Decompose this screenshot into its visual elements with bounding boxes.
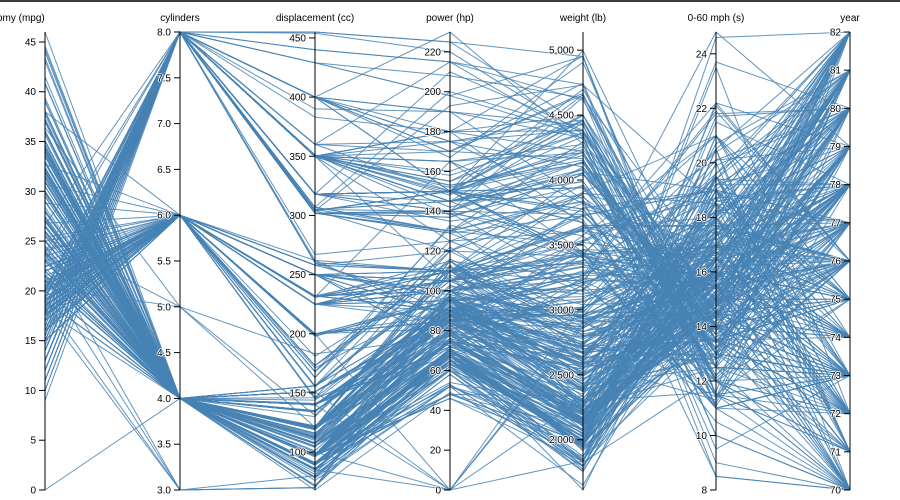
tick-label-year: 73 [830,371,842,382]
tick-label-acceleration: 10 [696,431,708,442]
tick-label-economy: 0 [30,486,36,497]
tick-label-economy: 40 [25,87,37,98]
tick-label-power: 80 [430,326,442,337]
axis-title-weight[interactable]: weight (lb) [559,13,606,24]
tick-label-power: 220 [424,47,441,58]
axis-title-displacement[interactable]: displacement (cc) [276,13,354,24]
tick-label-economy: 25 [25,237,37,248]
tick-label-year: 81 [830,66,842,77]
tick-label-year: 72 [830,409,842,420]
tick-label-displacement: 200 [289,329,306,340]
tick-label-economy: 15 [25,336,37,347]
axes-group: 0 5 10 15 20 25 30 35 40 45 economy (mpg) 3.0 3.5 4.0… [0,13,860,497]
tick-label-year: 80 [830,104,842,115]
tick-label-power: 180 [424,127,441,138]
tick-label-displacement: 250 [289,270,306,281]
tick-label-cylinders: 5.5 [157,257,171,268]
tick-label-economy: 5 [30,436,36,447]
tick-label-cylinders: 3.0 [157,486,171,497]
tick-label-economy: 20 [25,286,37,297]
tick-label-cylinders: 6.5 [157,165,171,176]
tick-label-power: 160 [424,167,441,178]
tick-label-acceleration: 24 [696,49,708,60]
axis-cylinders: 3.0 3.5 4.0 4.5 5.0 5.5 6.0 6.5 7.0 7.5 8.0 cylinde… [157,13,200,497]
axis-title-power[interactable]: power (hp) [426,13,474,24]
tick-label-weight: 5,000 [549,46,574,57]
axis-weight: 2,000 2,500 3,000 3,500 4,000 4,500 5,000 weigh… [549,13,606,490]
tick-label-displacement: 350 [289,152,306,163]
tick-label-acceleration: 20 [696,158,708,169]
tick-label-cylinders: 4.0 [157,394,171,405]
tick-label-displacement: 300 [289,211,306,222]
tick-label-cylinders: 3.5 [157,440,171,451]
tick-label-year: 76 [830,257,842,268]
tick-label-economy: 35 [25,137,37,148]
axis-acceleration: 8 10 12 14 16 18 20 22 24 0-60 mph (s) [688,13,745,497]
axis-year: 70 71 72 73 74 75 76 77 78 79 80 81 82 year [830,13,861,497]
tick-label-cylinders: 8.0 [157,28,171,39]
tick-label-displacement: 400 [289,93,306,104]
tick-label-economy: 30 [25,187,37,198]
tick-label-year: 77 [830,218,842,229]
tick-label-displacement: 150 [289,388,306,399]
tick-label-year: 82 [830,28,842,39]
tick-label-acceleration: 22 [696,104,708,115]
tick-label-acceleration: 12 [696,376,708,387]
tick-label-acceleration: 16 [696,267,708,278]
tick-label-cylinders: 6.0 [157,211,171,222]
top-border [0,0,900,2]
tick-label-weight: 3,000 [549,305,574,316]
tick-label-year: 79 [830,142,842,153]
tick-label-cylinders: 7.0 [157,119,171,130]
tick-label-economy: 10 [25,386,37,397]
tick-label-displacement: 100 [289,448,306,459]
axis-economy: 0 5 10 15 20 25 30 35 40 45 economy (mpg) [0,13,46,497]
tick-label-acceleration: 14 [696,322,708,333]
tick-label-cylinders: 4.5 [157,348,171,359]
tick-label-year: 78 [830,180,842,191]
tick-label-year: 74 [830,333,842,344]
axis-title-economy[interactable]: economy (mpg) [0,13,45,24]
axis-title-year[interactable]: year [840,13,860,24]
tick-label-weight: 2,000 [549,435,574,446]
tick-label-economy: 45 [25,37,37,48]
tick-label-acceleration: 8 [701,486,707,497]
tick-label-year: 71 [830,447,842,458]
tick-label-power: 120 [424,247,441,258]
tick-label-power: 60 [430,366,442,377]
axis-title-acceleration[interactable]: 0-60 mph (s) [688,13,745,24]
tick-label-power: 0 [435,486,441,497]
tick-label-acceleration: 18 [696,213,708,224]
tick-label-cylinders: 7.5 [157,73,171,84]
tick-label-year: 70 [830,486,842,497]
axis-displacement: 100 150 200 250 300 350 400 450 displacement (cc… [276,13,354,490]
tick-label-power: 20 [430,446,442,457]
tick-label-power: 140 [424,207,441,218]
axis-power: 0 20 40 60 80 100 120 140 160 180 200 220 power (hp) [424,13,474,497]
tick-label-weight: 4,000 [549,176,574,187]
tick-label-cylinders: 5.0 [157,302,171,313]
tick-label-year: 75 [830,295,842,306]
tick-label-power: 100 [424,286,441,297]
tick-label-displacement: 450 [289,33,306,44]
axis-title-cylinders[interactable]: cylinders [160,13,199,24]
tick-label-power: 200 [424,87,441,98]
tick-label-weight: 3,500 [549,240,574,251]
tick-label-weight: 2,500 [549,370,574,381]
tick-label-power: 40 [430,406,442,417]
tick-label-weight: 4,500 [549,111,574,122]
